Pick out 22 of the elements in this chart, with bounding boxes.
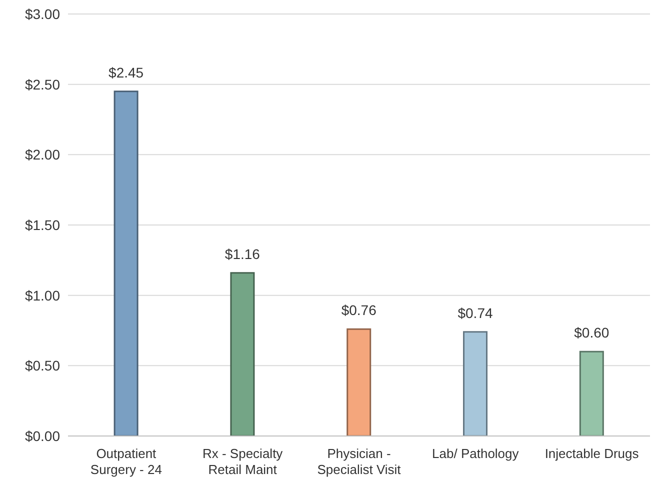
- data-label: $2.45: [108, 64, 144, 80]
- bar: [346, 328, 372, 436]
- data-label: $1.16: [224, 246, 260, 262]
- data-label: $0.74: [458, 304, 493, 321]
- x-tick-label: Rx - Specialty Retail Maint: [202, 446, 284, 477]
- data-label: $0.60: [574, 324, 610, 341]
- x-tick-label: Outpatient Surgery - 24: [90, 446, 162, 477]
- y-tick-label: $2.00: [24, 146, 60, 163]
- bar: [579, 350, 604, 436]
- y-tick-label: $2.50: [24, 76, 60, 92]
- bar: [114, 90, 138, 436]
- y-tick-label: $0.50: [24, 358, 60, 374]
- y-tick-label: $1.50: [24, 216, 60, 233]
- data-label: $0.76: [341, 302, 377, 318]
- x-tick-label: Injectable Drugs: [544, 446, 640, 461]
- y-tick-label: $0.00: [24, 428, 60, 444]
- y-tick-label: $3.00: [24, 6, 60, 22]
- x-tick-label: Lab/ Pathology: [432, 446, 520, 461]
- bar: [463, 331, 488, 436]
- y-tick-label: $1.00: [24, 287, 60, 304]
- x-tick-label: Physician - Specialist Visit: [317, 446, 402, 477]
- bar: [230, 272, 255, 436]
